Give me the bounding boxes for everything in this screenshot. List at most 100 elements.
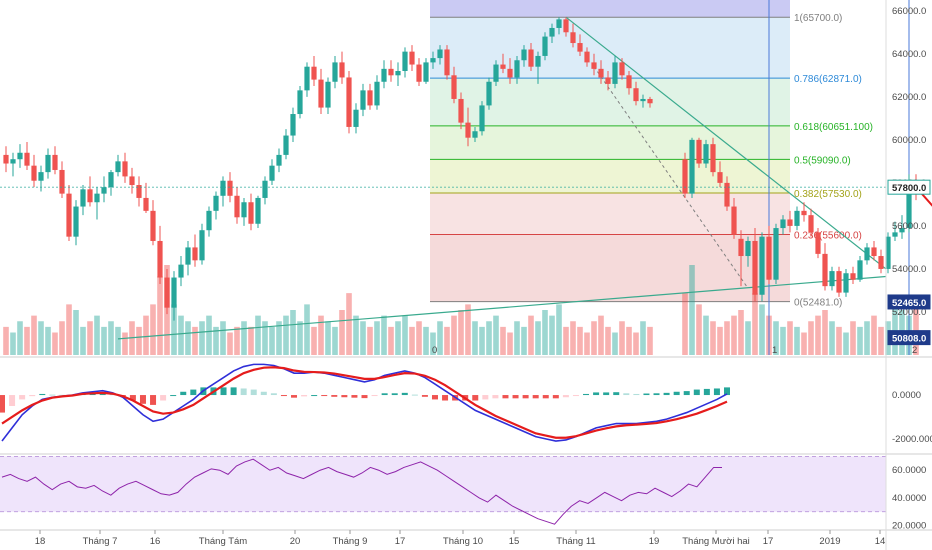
candle [794, 210, 800, 226]
candle [178, 264, 184, 278]
macd-panel[interactable] [0, 363, 932, 455]
volume-bar [290, 310, 296, 355]
volume-bar [374, 321, 380, 355]
candle [346, 77, 352, 127]
volume-bar [31, 315, 37, 355]
macd-histogram-bar [643, 393, 650, 396]
price-axis[interactable]: 66000.064000.062000.060000.058000.056000… [885, 0, 932, 550]
macd-histogram-bar [170, 395, 177, 397]
volume-bar [423, 326, 429, 355]
candle [724, 182, 730, 207]
candle [87, 189, 93, 203]
candle [66, 193, 72, 237]
price-tag [887, 294, 931, 310]
candle [80, 189, 86, 207]
candle [451, 75, 457, 99]
macd-histogram-bar [693, 389, 700, 396]
time-axis-label: 20 [290, 536, 301, 547]
candle [10, 159, 16, 164]
candle [136, 185, 142, 198]
rsi-band [0, 456, 886, 512]
candle [332, 62, 338, 82]
volume-bar [864, 321, 870, 355]
projection-arrows[interactable] [915, 160, 932, 234]
candle [612, 62, 618, 84]
volume-bar [745, 321, 751, 355]
candle [297, 90, 303, 115]
macd-histogram-bar [401, 392, 408, 396]
volume-bar [871, 315, 877, 355]
candle [45, 154, 51, 173]
volume-bar [850, 321, 856, 355]
trendlines[interactable] [117, 16, 887, 340]
macd-histogram-bar [220, 387, 227, 396]
candle [206, 210, 212, 231]
volume-bar [626, 326, 632, 355]
volume-bar [395, 321, 401, 355]
macd-histogram-bar [160, 395, 167, 401]
volume-bar [38, 321, 44, 355]
candle [59, 169, 65, 194]
volume-bar [752, 293, 758, 355]
candle [605, 77, 611, 84]
candle [850, 273, 856, 280]
volume-bar [339, 310, 345, 355]
volume-bar [115, 326, 121, 355]
candle [73, 206, 79, 237]
candle [458, 98, 464, 123]
volume-bar [682, 293, 688, 355]
macd-histogram-bar [311, 395, 318, 397]
time-axis-label: 17 [395, 536, 406, 547]
price-tick-label: 62000.0 [892, 92, 926, 103]
macd-histogram-bar [492, 395, 499, 399]
time-axis-label: Tháng 7 [83, 536, 118, 547]
candle [738, 238, 744, 257]
candle [325, 81, 331, 108]
fib-zone [430, 17, 790, 79]
candle [269, 165, 275, 181]
macd-histogram-bar [562, 395, 569, 398]
macd-histogram-bar [411, 394, 418, 396]
rsi-tick-label: 40.0000 [892, 493, 926, 504]
candle [283, 135, 289, 155]
time-axis-label: Tháng Tám [199, 536, 247, 547]
volume-bar [73, 310, 79, 355]
volume-bar [500, 326, 506, 355]
projection-path[interactable] [915, 161, 932, 234]
fib-level-label: 0.236(55600.0) [794, 231, 862, 242]
volume-bar [227, 332, 233, 355]
candle [94, 193, 100, 203]
macd-histogram-bar [724, 387, 730, 396]
candle [241, 202, 247, 218]
macd-histogram-bar [522, 395, 529, 399]
macd-histogram-bar [381, 393, 388, 396]
macd-histogram-bar [683, 391, 690, 396]
ascending-trendline[interactable] [117, 275, 887, 340]
time-axis-label: Tháng 9 [333, 536, 368, 547]
candle [185, 247, 191, 265]
candle [381, 68, 387, 82]
volume-bar [549, 315, 555, 355]
descending-trendline[interactable] [565, 16, 887, 270]
volume-bar [416, 321, 422, 355]
volume-bar [3, 326, 9, 355]
macd-tick-label: 0.0000 [892, 390, 921, 401]
dashed-projection-line [593, 66, 749, 289]
volume-bar [325, 321, 331, 355]
volume-bar [640, 321, 646, 355]
time-axis-label: 14 [875, 536, 886, 547]
macd-histogram-bar [713, 388, 720, 396]
candle [752, 240, 758, 295]
candle [227, 180, 233, 196]
volume-bar [633, 332, 639, 355]
macd-histogram-bar [371, 395, 378, 397]
candle [549, 27, 555, 37]
macd-histogram-bar [623, 393, 630, 396]
volume-bar [563, 326, 569, 355]
fib-level-label: 0.786(62871.0) [794, 74, 862, 85]
time-axis-label: Tháng 10 [443, 536, 483, 547]
volume-bar [605, 326, 611, 355]
macd-histogram-bar [150, 395, 157, 405]
rsi-panel[interactable] [0, 455, 886, 525]
